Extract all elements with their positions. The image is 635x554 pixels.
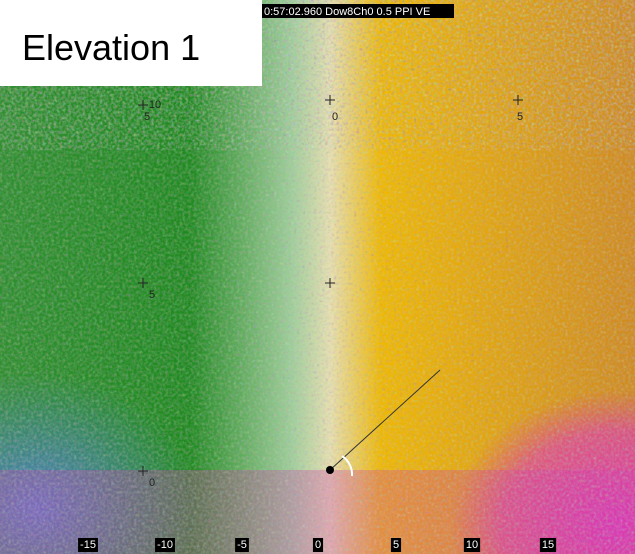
range-label: 10 [149, 99, 161, 111]
range-label: 5 [144, 111, 150, 123]
range-label: 5 [517, 111, 523, 123]
range-label: 0 [332, 111, 338, 123]
x-axis-label: 0 [315, 539, 321, 551]
x-axis-label: 10 [466, 539, 478, 551]
range-label: 0 [149, 477, 155, 489]
x-axis-label: -10 [157, 539, 173, 551]
x-axis-label: -5 [237, 539, 247, 551]
radar-display: Elevation 1 0:57:02.960 Dow8Ch0 0.5 PPI … [0, 0, 635, 554]
radar-site [326, 466, 334, 474]
range-label: 5 [149, 289, 155, 301]
title: Elevation 1 [22, 27, 200, 68]
x-axis-label: -15 [80, 539, 96, 551]
x-axis-label: 5 [393, 539, 399, 551]
x-axis-label: 15 [542, 539, 554, 551]
status: 0:57:02.960 Dow8Ch0 0.5 PPI VE [264, 6, 430, 18]
